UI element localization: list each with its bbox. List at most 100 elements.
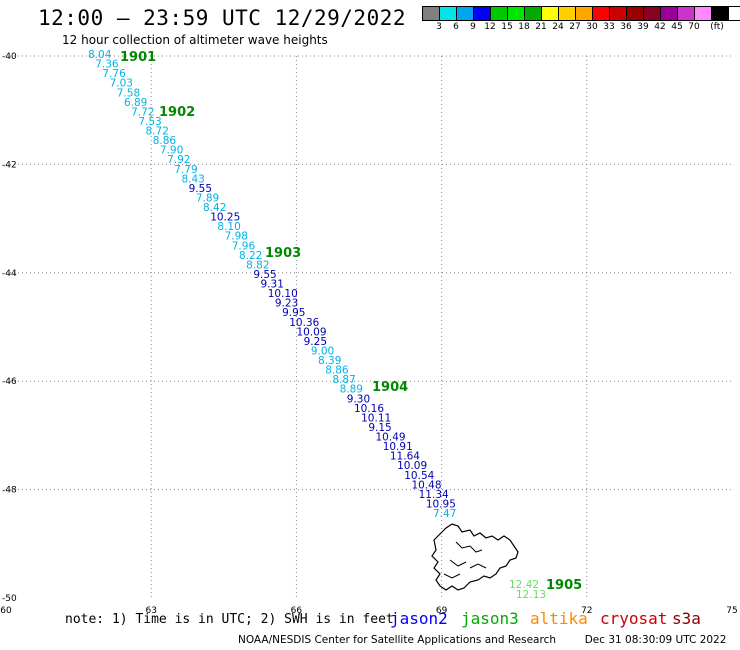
wave-height-value: 7.92 [167, 154, 190, 166]
longitude-tick-label: 63 [145, 606, 156, 616]
wave-height-legend: 3 6 9 12 15 18 21 24 27 30 33 36 39 42 45 70 (ft) [422, 6, 740, 33]
legend-label: 39 [637, 22, 649, 32]
legend-swatch [695, 7, 712, 20]
wave-height-value: 7.47 [433, 508, 456, 520]
legend-swatch [627, 7, 644, 20]
wave-height-value: 10.91 [383, 441, 413, 453]
latitude-tick-label: -48 [2, 486, 17, 496]
wave-height-value: 7.72 [131, 106, 154, 118]
wave-height-value: 7.03 [110, 78, 133, 90]
wave-height-value: 8.87 [332, 374, 355, 386]
wave-height-value: 9.00 [311, 345, 334, 357]
legend-swatch [644, 7, 661, 20]
legend-label: 27 [569, 22, 581, 32]
legend-swatch [423, 7, 440, 20]
island-inlet [443, 541, 487, 579]
legend-swatch [542, 7, 559, 20]
kerguelen-island [431, 523, 519, 591]
wave-height-value: 12.13 [516, 589, 546, 601]
legend-label: 30 [586, 22, 598, 32]
wave-height-value: 6.89 [124, 97, 147, 109]
longitude-tick-label: 60 [0, 606, 12, 616]
wave-height-value: 8.86 [325, 365, 349, 377]
wave-height-value: 10.54 [404, 470, 434, 482]
wave-height-value: 7.96 [232, 240, 256, 252]
legend-label: 3 [436, 22, 442, 32]
wave-height-value: 11.64 [390, 451, 420, 463]
wave-height-value: 10.49 [376, 432, 406, 444]
legend-swatch [508, 7, 525, 20]
wave-height-value: 8.22 [239, 250, 262, 262]
longitude-tick-label: 72 [581, 606, 592, 616]
legend-label: 18 [518, 22, 530, 32]
wave-height-value: 7.90 [160, 145, 183, 157]
legend-label: 70 [688, 22, 700, 32]
wave-height-value: 10.95 [426, 498, 456, 510]
altimeter-track: 8.047.367.767.037.586.897.727.538.728.86… [88, 49, 546, 601]
wave-height-value: 8.86 [153, 135, 177, 147]
latitude-tick-label: -46 [2, 377, 17, 387]
wave-height-value: 8.43 [181, 173, 204, 185]
wave-height-value: 8.89 [340, 384, 363, 396]
legend-label: 42 [654, 22, 666, 32]
wave-height-value: 12.42 [509, 579, 539, 591]
wave-height-value: 7.58 [117, 87, 140, 99]
wave-height-value: 8.72 [146, 126, 169, 138]
wave-height-value: 10.09 [397, 460, 427, 472]
wave-height-value: 9.55 [189, 183, 212, 195]
longitude-tick-label: 75 [726, 606, 737, 616]
legend-swatches [422, 6, 740, 21]
wave-height-value: 10.16 [354, 403, 384, 415]
credit-line: NOAA/NESDIS Center for Satellite Applica… [238, 634, 726, 646]
legend-swatch [559, 7, 576, 20]
map-grid [6, 55, 732, 598]
satellite-label-jason3: jason3 [461, 609, 519, 628]
wave-height-value: 7.76 [102, 68, 126, 80]
wave-height-value: 8.42 [203, 202, 226, 214]
wave-height-value: 10.48 [411, 479, 441, 491]
legend-swatch [593, 7, 610, 20]
wave-height-value: 8.04 [88, 49, 112, 61]
wave-height-value: 9.25 [304, 336, 327, 348]
legend-labels: 3 6 9 12 15 18 21 24 27 30 33 36 39 42 45 70 (ft) [422, 21, 740, 33]
time-label: 1903 [265, 246, 301, 261]
legend-label: 24 [552, 22, 564, 32]
legend-swatch [525, 7, 542, 20]
legend-label: 21 [535, 22, 547, 32]
legend-label: 36 [620, 22, 632, 32]
longitude-tick-label: 69 [436, 606, 448, 616]
map-title: 12:00 – 23:59 UTC 12/29/2022 [38, 6, 407, 30]
legend-swatch [491, 7, 508, 20]
satellite-label-cryosat: cryosat [600, 609, 668, 628]
axis-tick-labels: 60 63 66 69 72 75 -40 -42 -44 -46 -48 -50 [0, 52, 737, 616]
wave-height-value: 7.98 [225, 231, 248, 243]
latitude-tick-label: -40 [2, 52, 17, 62]
wave-height-value: 7.79 [174, 164, 197, 176]
latitude-tick-label: -42 [2, 160, 17, 170]
credit-text: NOAA/NESDIS Center for Satellite Applica… [238, 634, 556, 646]
legend-swatch [576, 7, 593, 20]
legend-label: 6 [453, 22, 459, 32]
satellite-label-jason2: jason2 [390, 609, 448, 628]
legend-label: 15 [501, 22, 513, 32]
wave-height-value: 8.10 [217, 221, 240, 233]
time-label: 1905 [546, 578, 582, 593]
latitude-tick-label: -50 [2, 594, 17, 604]
legend-swatch [712, 7, 729, 20]
time-label: 1901 [120, 50, 156, 65]
time-label: 1904 [372, 380, 408, 395]
wave-height-value: 7.53 [138, 116, 161, 128]
wave-height-value: 7.36 [95, 59, 119, 71]
island-outline [431, 523, 519, 591]
legend-swatch [610, 7, 627, 20]
legend-swatch [440, 7, 457, 20]
wave-height-value: 10.11 [361, 412, 391, 424]
satellite-label-s3a: s3a [672, 609, 701, 628]
wave-height-value: 9.95 [282, 307, 305, 319]
wave-height-value: 11.34 [419, 489, 449, 501]
wave-height-value: 8.82 [246, 259, 269, 271]
legend-swatch [678, 7, 695, 20]
legend-label: 33 [603, 22, 615, 32]
generated-timestamp: Dec 31 08:30:09 UTC 2022 [584, 634, 727, 646]
